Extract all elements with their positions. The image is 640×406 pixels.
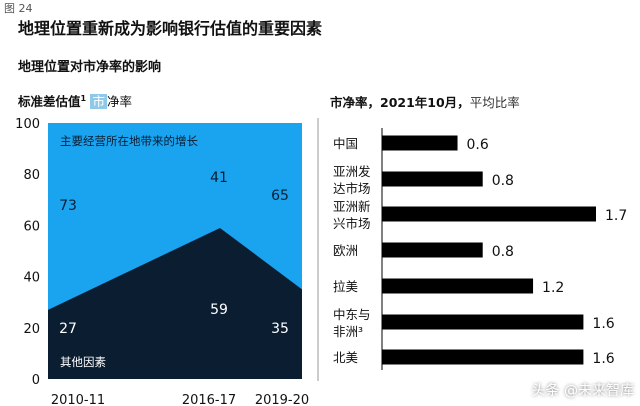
x-tick-label: 2010-11	[51, 393, 105, 406]
bar-category-label: 兴市场	[333, 216, 371, 231]
bar-value-label: 0.6	[467, 137, 489, 153]
y-tick-label: 40	[23, 271, 40, 286]
bar-value-label: 1.2	[542, 280, 564, 296]
data-label-other: 35	[271, 321, 289, 337]
figure-label: 图 24	[4, 2, 33, 15]
y-tick-label: 0	[32, 373, 40, 388]
area-other-series	[48, 227, 302, 379]
right-header-bold: 市净率，2021年10月，	[330, 95, 470, 110]
series-label-other: 其他因素	[60, 355, 106, 369]
y-tick-label: 80	[23, 168, 40, 183]
bar-category-label: 中国	[333, 136, 358, 151]
data-label-growth: 65	[271, 188, 289, 204]
bar-category-label: 拉美	[333, 279, 358, 294]
data-label-growth: 73	[59, 198, 77, 214]
bar	[382, 314, 584, 330]
bar	[382, 242, 483, 258]
bar	[382, 349, 584, 365]
left-chart-header: 标准差估值1 市净率	[18, 91, 132, 110]
bar	[382, 206, 596, 222]
bar-value-label: 1.6	[592, 316, 614, 332]
data-label-other: 59	[210, 302, 228, 318]
bar-category-label: 亚洲发	[333, 164, 371, 179]
area-chart: 0 20 40 60 80 100 2010-11 2016-17 2019-20 主要经营所在地…	[15, 117, 309, 406]
chart-subtitle: 地理位置对市净率的影响	[18, 60, 162, 75]
right-header-rest: 平均比率	[469, 95, 520, 110]
bar-category-label: 北美	[333, 350, 358, 365]
bar-category-label: 亚洲新	[333, 199, 371, 214]
y-tick-label: 20	[23, 322, 40, 337]
data-label-growth: 41	[210, 170, 228, 186]
bar-value-label: 1.7	[605, 208, 627, 224]
y-tick-label: 100	[15, 117, 40, 132]
y-tick-label: 60	[23, 219, 40, 234]
left-header-sup: 1	[80, 93, 87, 103]
x-tick-label: 2016-17	[182, 393, 236, 406]
data-label-other: 27	[59, 321, 77, 337]
bar-category-label: 中东与	[333, 307, 371, 322]
series-label-growth: 主要经营所在地带来的增长	[60, 134, 198, 148]
left-header-rest: 净率	[106, 94, 132, 109]
bar-value-label: 1.6	[592, 351, 614, 367]
left-header-highlight: 市	[90, 94, 107, 109]
bar-value-label: 0.8	[492, 244, 514, 260]
right-chart-header: 市净率，2021年10月，平均比率	[330, 92, 520, 111]
bar	[382, 278, 534, 294]
bar-category-label: 非洲³	[333, 324, 363, 339]
watermark: 头条 @未来智库	[531, 383, 634, 399]
bar-category-label: 欧洲	[333, 243, 358, 258]
bar	[382, 135, 458, 151]
bar-value-label: 0.8	[492, 173, 514, 189]
left-header-bold: 标准差估值	[18, 94, 81, 109]
x-tick-label: 2019-20	[255, 393, 309, 406]
bar-category-label: 达市场	[333, 181, 371, 196]
page-title: 地理位置重新成为影响银行估值的重要因素	[18, 19, 323, 38]
bar	[382, 171, 483, 187]
